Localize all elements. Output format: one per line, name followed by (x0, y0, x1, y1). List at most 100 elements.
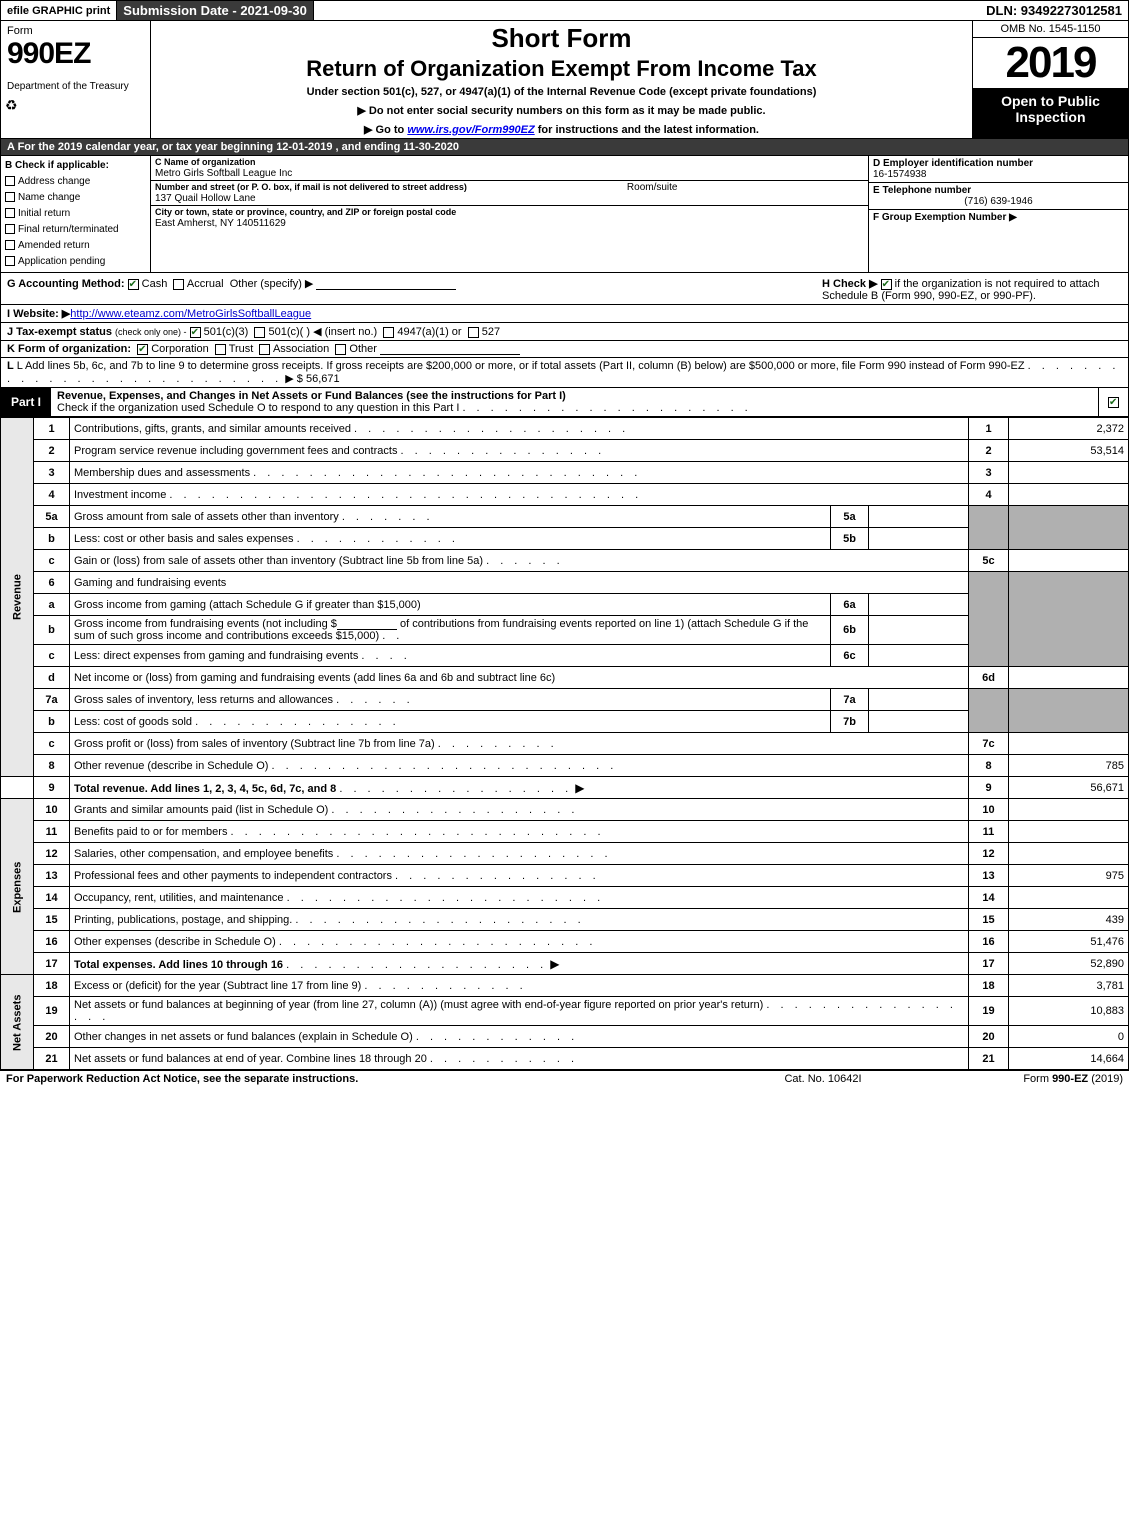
line-19: 19 Net assets or fund balances at beginn… (1, 997, 1129, 1026)
tel-label: E Telephone number (873, 185, 971, 196)
org-name-value: Metro Girls Softball League Inc (155, 168, 292, 179)
top-bar: efile GRAPHIC print Submission Date - 20… (0, 0, 1129, 21)
k-association: Association (273, 343, 329, 355)
chk-schedule-o[interactable] (1108, 397, 1119, 408)
chk-trust[interactable] (215, 344, 226, 355)
website-link[interactable]: http://www.eteamz.com/MetroGirlsSoftball… (70, 308, 311, 320)
val-11 (1009, 821, 1129, 843)
line-1: Revenue 1 Contributions, gifts, grants, … (1, 418, 1129, 440)
line-6c: c Less: direct expenses from gaming and … (1, 645, 1129, 667)
chk-application-pending[interactable]: Application pending (5, 254, 146, 270)
subtitle-goto-suffix: for instructions and the latest informat… (535, 124, 759, 136)
h-label: H Check ▶ (822, 278, 878, 290)
val-3 (1009, 462, 1129, 484)
line-20: 20 Other changes in net assets or fund b… (1, 1026, 1129, 1048)
line-21: 21 Net assets or fund balances at end of… (1, 1048, 1129, 1070)
section-bcdef: B Check if applicable: Address change Na… (0, 156, 1129, 273)
val-4 (1009, 484, 1129, 506)
chk-corporation[interactable] (137, 344, 148, 355)
sidelabel-revenue: Revenue (1, 418, 34, 777)
row-j-tax-status: J Tax-exempt status (check only one) - 5… (0, 323, 1129, 341)
val-10 (1009, 799, 1129, 821)
chk-cash[interactable] (128, 279, 139, 290)
subval-7a (869, 689, 969, 711)
header-left: Form 990EZ ♻ Department of the Treasury (1, 21, 151, 138)
tax-year: 2019 (973, 38, 1128, 89)
submission-date: Submission Date - 2021-09-30 (117, 1, 314, 20)
row-i-website: I Website: ▶http://www.eteamz.com/MetroG… (0, 305, 1129, 323)
part1-sub: Check if the organization used Schedule … (57, 402, 459, 414)
chk-initial-return[interactable]: Initial return (5, 206, 146, 222)
j-527: 527 (482, 326, 500, 338)
form-header: Form 990EZ ♻ Department of the Treasury … (0, 21, 1129, 139)
efile-label: efile GRAPHIC print (7, 5, 110, 17)
ein-value: 16-1574938 (873, 169, 926, 180)
chk-h[interactable] (881, 279, 892, 290)
ein-label: D Employer identification number (873, 158, 1033, 169)
line-8: 8 Other revenue (describe in Schedule O)… (1, 755, 1129, 777)
tel-value: (716) 639-1946 (873, 196, 1124, 207)
row-k-org-form: K Form of organization: Corporation Trus… (0, 341, 1129, 358)
footer-left: For Paperwork Reduction Act Notice, see … (6, 1073, 723, 1085)
chk-501c[interactable] (254, 327, 265, 338)
line-5c: c Gain or (loss) from sale of assets oth… (1, 550, 1129, 572)
recycle-icon: ♻ (5, 97, 18, 114)
val-8: 785 (1009, 755, 1129, 777)
chk-association[interactable] (259, 344, 270, 355)
efile-print-button[interactable]: efile GRAPHIC print (1, 1, 117, 20)
val-7c (1009, 733, 1129, 755)
val-14 (1009, 887, 1129, 909)
subval-6b (869, 616, 969, 645)
form-label: Form (7, 25, 144, 37)
header-right: OMB No. 1545-1150 2019 Open to Public In… (973, 21, 1128, 138)
k-label: K Form of organization: (7, 343, 131, 355)
public-inspection: Open to Public Inspection (973, 89, 1128, 138)
line-9: 9 Total revenue. Add lines 1, 2, 3, 4, 5… (1, 777, 1129, 799)
line-6b: b Gross income from fundraising events (… (1, 616, 1129, 645)
street-value: 137 Quail Hollow Lane (155, 193, 256, 204)
val-21: 14,664 (1009, 1048, 1129, 1070)
chk-final-return[interactable]: Final return/terminated (5, 222, 146, 238)
line-18: Net Assets 18 Excess or (deficit) for th… (1, 975, 1129, 997)
chk-501c3[interactable] (190, 327, 201, 338)
subval-7b (869, 711, 969, 733)
chk-other-org[interactable] (335, 344, 346, 355)
chk-accrual[interactable] (173, 279, 184, 290)
sidelabel-netassets: Net Assets (1, 975, 34, 1070)
j-4947: 4947(a)(1) or (397, 326, 461, 338)
chk-amended-return[interactable]: Amended return (5, 238, 146, 254)
g-cash: Cash (142, 278, 168, 290)
subval-6a (869, 594, 969, 616)
k-other-field[interactable] (380, 343, 520, 355)
val-18: 3,781 (1009, 975, 1129, 997)
irs-link[interactable]: www.irs.gov/Form990EZ (407, 124, 534, 136)
val-9: 56,671 (1009, 777, 1129, 799)
chk-4947[interactable] (383, 327, 394, 338)
line-17: 17 Total expenses. Add lines 10 through … (1, 953, 1129, 975)
col-b-checkboxes: B Check if applicable: Address change Na… (1, 156, 151, 272)
chk-527[interactable] (468, 327, 479, 338)
page-footer: For Paperwork Reduction Act Notice, see … (0, 1070, 1129, 1087)
omb-number: OMB No. 1545-1150 (973, 21, 1128, 38)
g-other-field[interactable] (316, 278, 456, 290)
line-7c: c Gross profit or (loss) from sales of i… (1, 733, 1129, 755)
part1-header: Part I Revenue, Expenses, and Changes in… (0, 388, 1129, 417)
chk-name-change[interactable]: Name change (5, 190, 146, 206)
val-6d (1009, 667, 1129, 689)
j-label: J Tax-exempt status (7, 326, 112, 338)
subval-6c (869, 645, 969, 667)
dln-label: DLN: 93492273012581 (980, 1, 1128, 20)
section-gh: G Accounting Method: Cash Accrual Other … (0, 273, 1129, 305)
j-sub: (check only one) - (115, 327, 187, 337)
fundraising-amount-field[interactable] (337, 618, 397, 630)
val-2: 53,514 (1009, 440, 1129, 462)
subtitle-ssn: ▶ Do not enter social security numbers o… (159, 104, 964, 117)
line-6a: a Gross income from gaming (attach Sched… (1, 594, 1129, 616)
chk-address-change[interactable]: Address change (5, 174, 146, 190)
row-a-tax-year: A For the 2019 calendar year, or tax yea… (0, 139, 1129, 156)
city-value: East Amherst, NY 140511629 (155, 218, 286, 229)
title-return: Return of Organization Exempt From Incom… (159, 56, 964, 82)
g-other: Other (specify) ▶ (230, 278, 314, 290)
j-501c: 501(c)( ) ◀ (insert no.) (268, 326, 377, 338)
val-12 (1009, 843, 1129, 865)
